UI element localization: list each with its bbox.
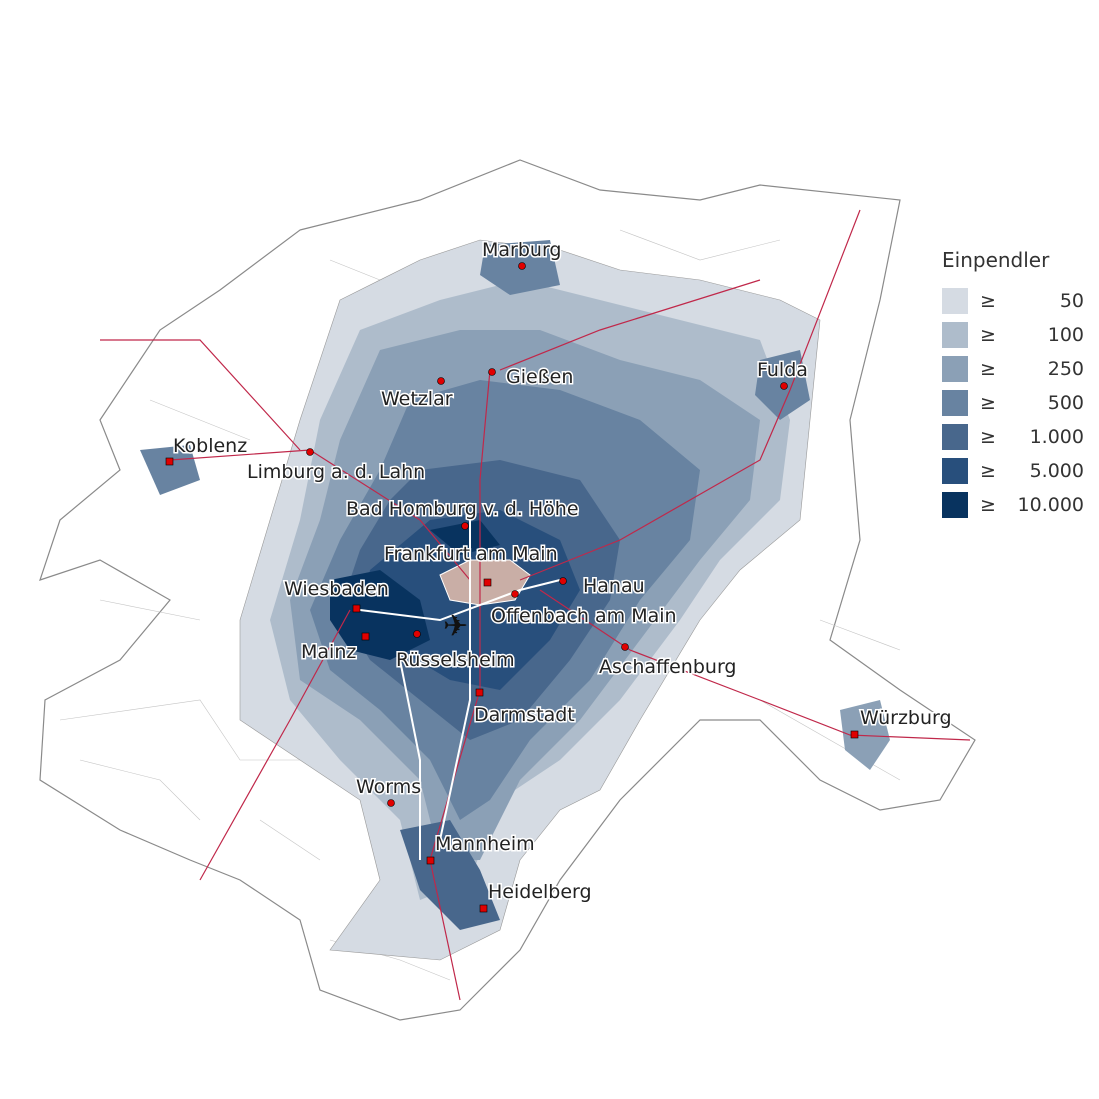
legend-value: 5.000 — [1029, 460, 1084, 482]
legend-item: ≥10.000 — [942, 488, 1084, 522]
legend-item: ≥500 — [942, 386, 1084, 420]
legend-swatch — [942, 492, 968, 518]
mannheim-area — [400, 820, 500, 930]
city-label: Koblenz — [173, 435, 247, 457]
city-label: Mannheim — [435, 833, 535, 855]
city-label: Limburg a. d. Lahn — [247, 461, 425, 483]
koblenz-area — [140, 445, 200, 495]
city-label: Rüsselsheim — [396, 649, 515, 671]
legend-symbol: ≥ — [980, 290, 996, 312]
legend-value: 250 — [1047, 358, 1084, 380]
city-label: Marburg — [482, 239, 562, 261]
legend-swatch — [942, 458, 968, 484]
city-label: Heidelberg — [488, 881, 592, 903]
city-label: Gießen — [506, 366, 573, 388]
legend-value: 10.000 — [1017, 494, 1084, 516]
legend-symbol: ≥ — [980, 392, 996, 414]
legend-swatch — [942, 424, 968, 450]
highway-network — [359, 520, 561, 860]
rail-network — [100, 209, 971, 1001]
city-label: Wetzlar — [381, 388, 453, 410]
city-label: Hanau — [583, 575, 645, 597]
legend-symbol: ≥ — [980, 324, 996, 346]
legend-item: ≥1.000 — [942, 420, 1084, 454]
city-label: Offenbach am Main — [491, 605, 677, 627]
city-label: Darmstadt — [474, 704, 575, 726]
city-label: Bad Homburg v. d. Höhe — [346, 498, 579, 520]
legend: Einpendler ≥50 ≥100 ≥250 ≥500 ≥1.000 ≥5.000 ≥1… — [942, 248, 1084, 522]
legend-symbol: ≥ — [980, 460, 996, 482]
legend-title: Einpendler — [942, 248, 1050, 272]
airplane-icon: ✈ — [443, 609, 468, 644]
class-10000 — [330, 570, 430, 660]
legend-swatch — [942, 288, 968, 314]
city-label: Fulda — [757, 359, 808, 381]
city-label: Würzburg — [860, 707, 952, 729]
city-label: Worms — [356, 776, 421, 798]
legend-swatch — [942, 390, 968, 416]
city-labels: Marburg Gießen Wetzlar Fulda Koblenz Lim… — [172, 238, 954, 905]
city-markers — [165, 262, 859, 913]
legend-item: ≥250 — [942, 352, 1084, 386]
legend-symbol: ≥ — [980, 358, 996, 380]
city-label: Frankfurt am Main — [384, 543, 558, 565]
legend-item: ≥100 — [942, 318, 1084, 352]
legend-value: 1.000 — [1029, 426, 1084, 448]
city-label: Mainz — [301, 641, 356, 663]
city-label: Aschaffenburg — [599, 656, 737, 678]
legend-item: ≥5.000 — [942, 454, 1084, 488]
class-10000-north — [430, 520, 500, 555]
legend-value: 50 — [1059, 290, 1084, 312]
legend-swatch — [942, 356, 968, 382]
legend-value: 100 — [1047, 324, 1084, 346]
legend-symbol: ≥ — [980, 494, 996, 516]
legend-swatch — [942, 322, 968, 348]
legend-value: 500 — [1047, 392, 1084, 414]
legend-symbol: ≥ — [980, 426, 996, 448]
city-label: Wiesbaden — [284, 578, 389, 600]
legend-item: ≥50 — [942, 284, 1084, 318]
wuerzburg-area — [840, 700, 890, 770]
